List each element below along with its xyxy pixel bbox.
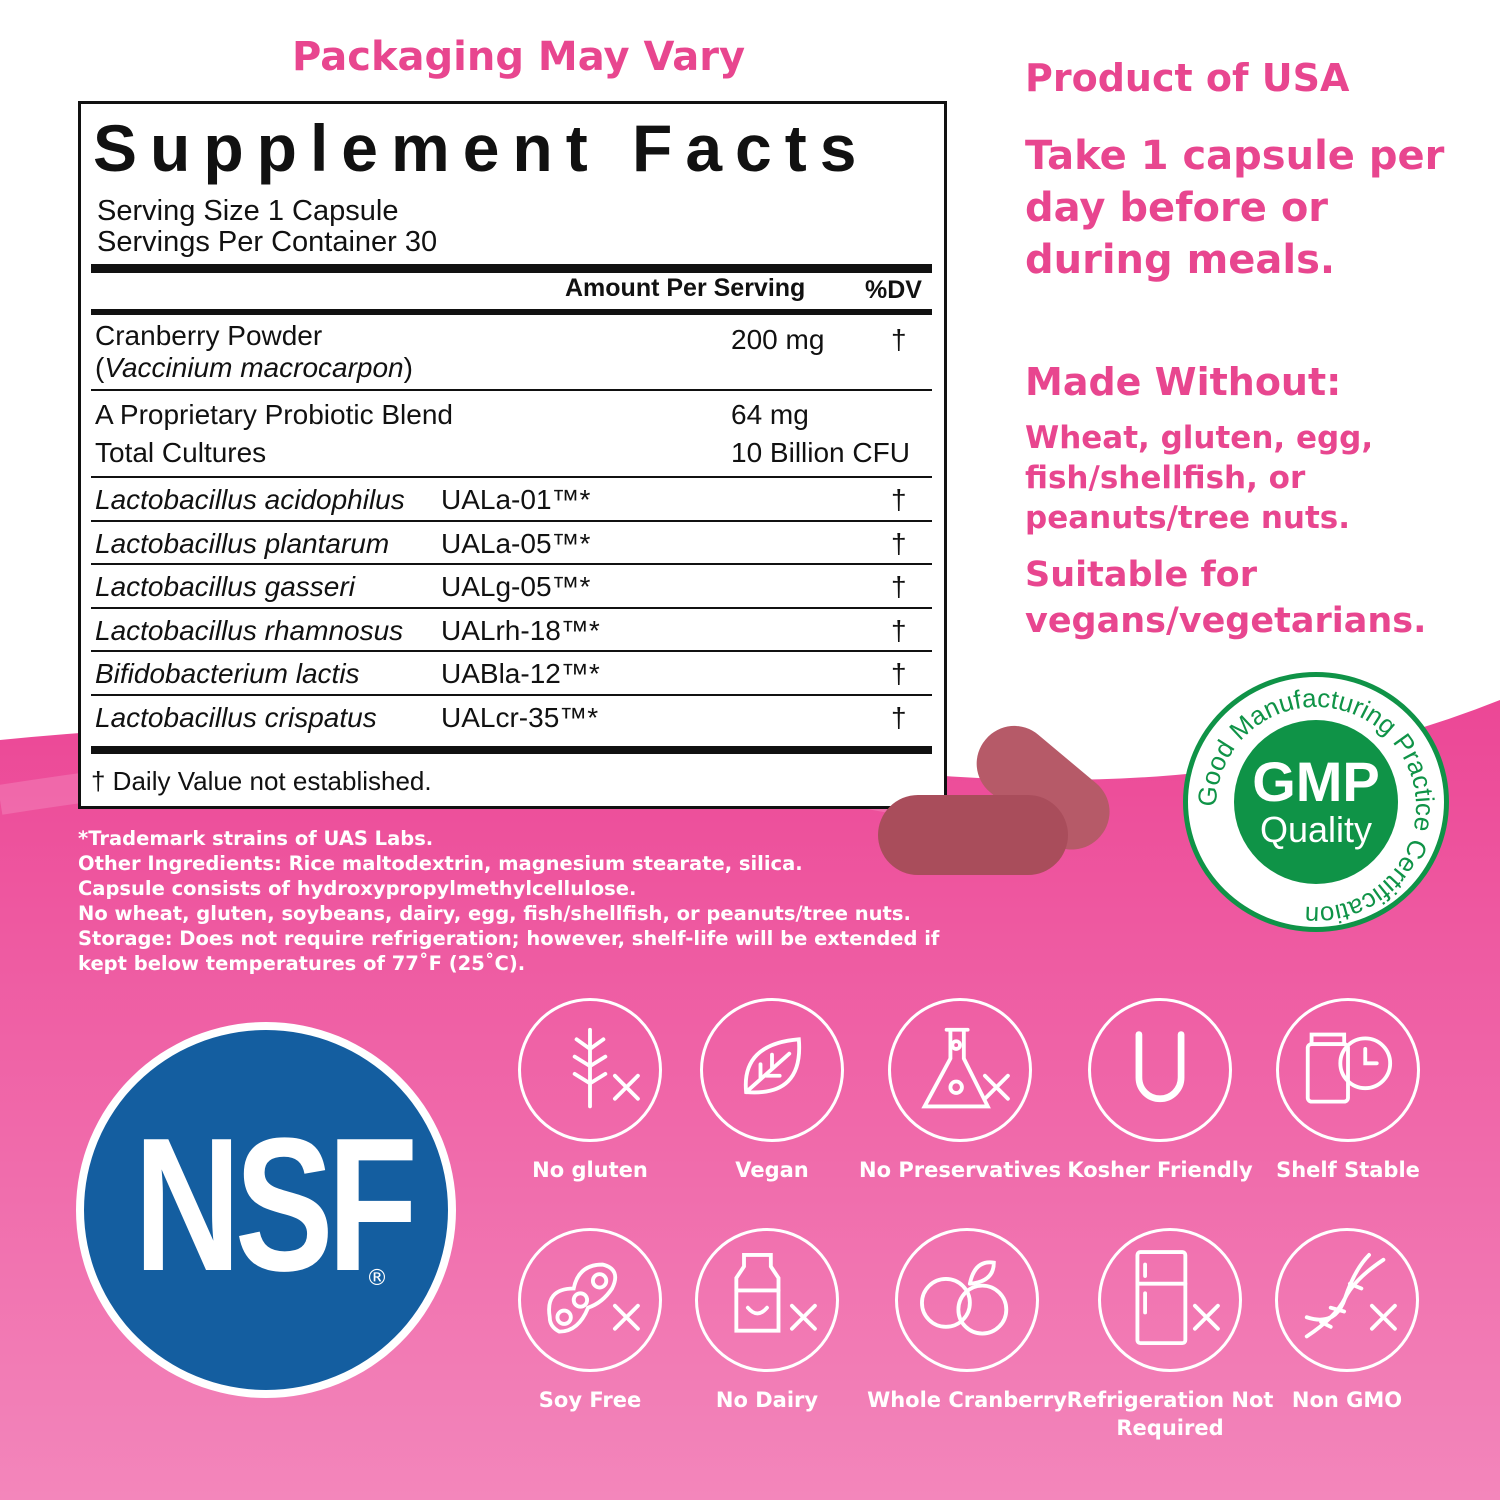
- col-amount: Amount Per Serving: [565, 274, 806, 302]
- made-without-list: Wheat, gluten, egg, fish/shellfish, or p…: [1025, 420, 1374, 536]
- blend-name: A Proprietary Probiotic Blend: [95, 399, 453, 430]
- strain-name: Lactobacillus gasseri: [95, 571, 355, 602]
- strain-dv: †: [891, 614, 907, 646]
- suitable-for: Suitable for vegans/vegetarians.: [1025, 555, 1427, 641]
- made-without-title: Made Without:: [1025, 360, 1342, 404]
- note-line: Storage: Does not require refrigeration;…: [78, 927, 940, 950]
- gmp-main: GMP: [1252, 750, 1380, 813]
- strain-code: UABla-12™*: [441, 658, 600, 689]
- flask-crossed-icon: [888, 998, 1032, 1142]
- strain-code: UALa-01™*: [441, 484, 591, 515]
- product-origin: Product of USA: [1025, 56, 1350, 100]
- milk-crossed-icon: [695, 1228, 839, 1372]
- blend-cultures: Total Cultures: [95, 437, 267, 468]
- blend-amount: 64 mg: [731, 399, 809, 430]
- badge-label: Refrigeration Not Required: [1066, 1388, 1274, 1440]
- strain-name: Lactobacillus rhamnosus: [95, 614, 404, 646]
- badge-label: Soy Free: [538, 1388, 642, 1412]
- servings-per-container: Servings Per Container 30: [97, 226, 438, 258]
- blend-cfu: 10 Billion CFU: [731, 437, 910, 468]
- badge-label: No Dairy: [715, 1388, 819, 1412]
- strain-name: Lactobacillus plantarum: [95, 527, 390, 559]
- strain-name: Lactobacillus crispatus: [95, 701, 377, 733]
- strain-code: UALcr-35™*: [441, 701, 599, 733]
- leaf-icon: [700, 998, 844, 1142]
- note-line: *Trademark strains of UAS Labs.: [78, 827, 434, 850]
- badge-label: No gluten: [532, 1158, 648, 1182]
- serving-info: Serving Size 1 Capsule Servings Per Conta…: [97, 196, 437, 258]
- capsules-image: [878, 725, 1110, 875]
- note-line: No wheat, gluten, soybeans, dairy, egg, …: [78, 902, 911, 925]
- jar-clock-icon: [1276, 998, 1420, 1142]
- note-line: Capsule consists of hydroxypropylmethylc…: [78, 877, 637, 900]
- footnote: † Daily Value not established.: [91, 766, 432, 796]
- directions: Take 1 capsule per day before or during …: [1025, 133, 1445, 283]
- strain-name: Bifidobacterium lactis: [95, 658, 360, 689]
- dna-crossed-icon: [1275, 1228, 1419, 1372]
- packaging-note: Packaging May Vary: [292, 34, 746, 80]
- badge-label: Shelf Stable: [1276, 1158, 1420, 1182]
- ingredient-name: Cranberry Powder: [95, 320, 323, 351]
- col-dv: %DV: [865, 276, 922, 304]
- badge-label: No Preservatives: [859, 1158, 1061, 1182]
- badge-label: Kosher Friendly: [1067, 1158, 1253, 1182]
- nsf-logo: NSF ®: [76, 1022, 456, 1398]
- ingredient-amount: 200 mg: [731, 324, 825, 355]
- strain-code: UALg-05™*: [441, 571, 591, 602]
- kosher-u-icon: [1088, 998, 1232, 1142]
- ingredient-dv: †: [891, 324, 907, 355]
- note-line: Other Ingredients: Rice maltodextrin, ma…: [78, 852, 803, 875]
- strain-code: UALrh-18™*: [441, 614, 600, 646]
- wheat-crossed-icon: [518, 998, 662, 1142]
- strain-dv: †: [891, 701, 907, 733]
- strain-name: Lactobacillus acidophilus: [95, 484, 405, 515]
- fridge-crossed-icon: [1098, 1228, 1242, 1372]
- ingredient-notes: *Trademark strains of UAS Labs. Other Ing…: [78, 826, 939, 976]
- facts-title: Supplement Facts: [93, 111, 870, 185]
- badge-label: Vegan: [735, 1158, 809, 1182]
- badge-label: Whole Cranberry: [867, 1388, 1067, 1412]
- strain-dv: †: [891, 484, 907, 515]
- supplement-facts-panel: Supplement Facts Serving Size 1 Capsule S…: [78, 101, 947, 809]
- strain-dv: †: [891, 571, 907, 602]
- cranberry-icon: [895, 1228, 1039, 1372]
- soy-crossed-icon: [518, 1228, 662, 1372]
- gmp-sub: Quality: [1259, 809, 1373, 850]
- ingredient-latin: Vaccinium macrocarpon: [104, 352, 404, 383]
- badge-label: Non GMO: [1291, 1388, 1403, 1412]
- serving-size: Serving Size 1 Capsule: [97, 195, 399, 227]
- gmp-seal: Good Manufacturing Practice Certificatio…: [1183, 672, 1449, 932]
- strain-dv: †: [891, 658, 907, 689]
- strain-code: UALa-05™*: [441, 527, 591, 559]
- note-line: kept below temperatures of 77˚F (25˚C).: [78, 952, 526, 975]
- strain-dv: †: [891, 527, 907, 559]
